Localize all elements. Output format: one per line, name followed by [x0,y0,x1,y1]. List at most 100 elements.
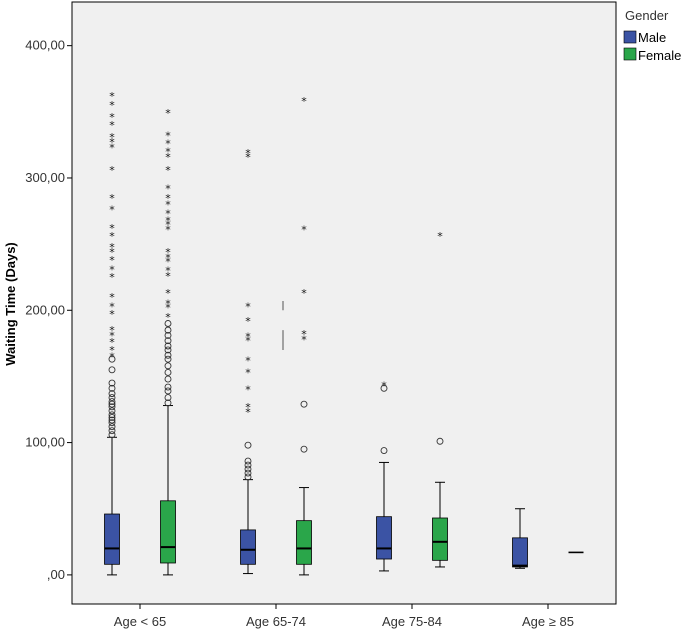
outlier-point [244,469,252,477]
extreme-point: * [301,95,307,108]
extreme-point: * [245,147,251,160]
extreme-point: * [109,230,115,243]
outlier-point [108,407,116,415]
y-tick-label: 100,00 [25,435,65,450]
outlier-point [108,384,116,392]
outlier-point [164,351,172,359]
legend-title: Gender [625,8,669,23]
extreme-point: * [109,336,115,349]
outlier-point [244,465,252,473]
extreme-point: * [109,204,115,217]
legend-label-male: Male [638,30,666,45]
extreme-point: * [165,151,171,164]
outlier-point [108,413,116,421]
outlier-point [300,400,308,408]
extreme-point: * [109,263,115,276]
extreme-point: * [109,241,115,254]
y-tick-label: ,00 [47,567,65,582]
legend: Gender Male Female [623,8,681,63]
outlier-point [108,431,116,439]
box-iqr [160,500,176,564]
outlier-point [164,331,172,339]
extreme-point: * [109,99,115,112]
outlier-point [244,457,252,465]
extreme-point: * [165,255,171,268]
extreme-point: * [165,208,171,221]
extreme-point: * [245,384,251,397]
box-iqr [432,517,448,561]
outlier-point [108,379,116,387]
outliers-layer: ****************************************… [108,90,444,481]
extreme-point: * [109,351,115,364]
extreme-point: * [109,111,115,124]
extreme-point: * [109,131,115,144]
x-tick-label: Age ≥ 85 [522,614,574,629]
box-male-3 [512,508,528,569]
extreme-point: * [165,183,171,196]
box-iqr [104,513,120,565]
extreme-point: * [109,119,115,132]
outlier-point [164,346,172,354]
x-tick-label: Age 65-74 [246,614,306,629]
y-axis: ,00 100,00 200,00 300,00 400,00 [25,38,72,582]
outlier-point [244,473,252,481]
boxes-layer [104,405,584,576]
extreme-point: * [109,164,115,177]
extreme-point: * [301,328,307,341]
box-female-0 [160,405,176,576]
outlier-point [164,369,172,376]
box-iqr [240,529,256,565]
extreme-point: * [109,329,115,342]
x-tick-label: Age < 65 [114,614,166,629]
extreme-point: * [301,333,307,346]
outlier-point [108,416,116,424]
extreme-point: * [245,315,251,328]
extreme-point: * [165,265,171,278]
extreme-point: * [245,366,251,379]
outlier-point [108,427,116,435]
outlier-point [164,326,172,334]
extreme-point: * [301,224,307,237]
extreme-point: * [109,254,115,267]
extreme-point: * [165,287,171,300]
outlier-point [244,461,252,469]
box-male-2 [376,461,392,572]
box-male-1 [240,479,256,575]
outlier-point [164,383,172,391]
box-iqr [296,520,312,565]
extreme-point: * [165,107,171,120]
extreme-point: * [165,198,171,211]
outlier-point [164,387,172,395]
extreme-point: * [165,146,171,159]
extreme-point: * [165,311,171,324]
extreme-point: * [245,151,251,164]
extreme-point: * [109,222,115,235]
extreme-point: * [245,401,251,414]
extreme-point: * [165,192,171,205]
extreme-point: * [109,300,115,313]
outlier-point [164,375,172,383]
extreme-point: * [109,136,115,149]
plot-area [71,1,617,605]
outlier-point [164,394,172,402]
extreme-point: * [245,331,251,344]
legend-swatch-female [623,47,637,61]
extreme-point: * [109,324,115,337]
outlier-point [244,441,252,449]
outlier-point [164,342,172,350]
y-axis-title: Waiting Time (Days) [3,242,18,366]
extreme-point: * [245,300,251,313]
x-tick-label: Age 75-84 [382,614,442,629]
extreme-point: * [109,308,115,321]
outlier-point [108,366,116,374]
outlier-point [380,384,388,392]
outlier-point [108,423,116,431]
extreme-point: * [165,130,171,143]
outlier-point [436,437,444,445]
extreme-point: * [245,335,251,348]
extreme-point: * [245,406,251,419]
extreme-point: * [109,291,115,304]
y-tick-label: 200,00 [25,302,65,317]
box-iqr [512,537,528,568]
